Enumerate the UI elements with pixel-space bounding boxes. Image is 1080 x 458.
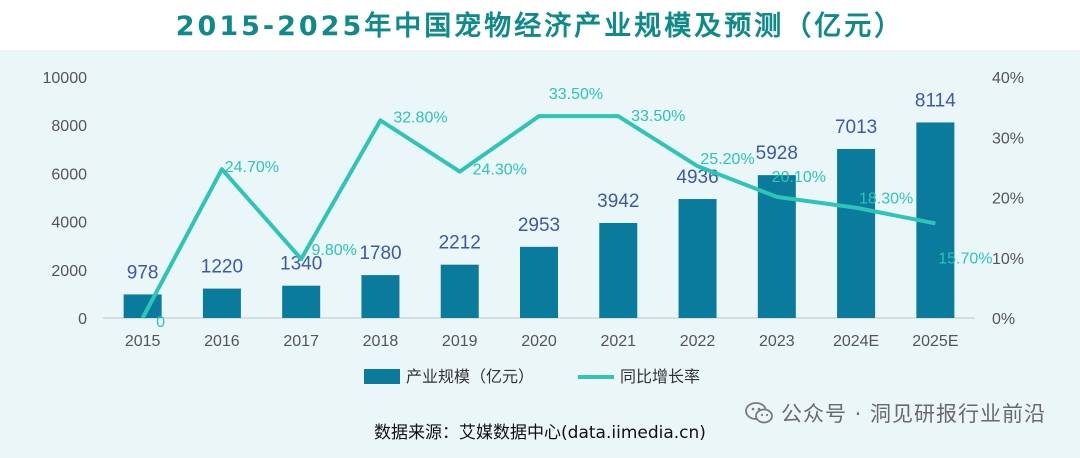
y-right-tick-label: 30% [992, 130, 1024, 147]
bar [440, 264, 479, 318]
bar [520, 246, 558, 318]
bar [837, 148, 876, 318]
x-tick-label: 2023 [759, 333, 795, 350]
y-right-tick-label: 40% [992, 70, 1024, 87]
bar-value-label: 7013 [835, 117, 877, 138]
x-tick-label: 2015 [125, 333, 161, 350]
y-right-tick-label: 0% [992, 311, 1015, 328]
growth-rate-line [140, 114, 936, 319]
bar [678, 199, 717, 318]
bar-value-label: 2212 [439, 233, 481, 254]
bar-value-label: 1340 [280, 254, 322, 275]
bar-value-label: 1220 [201, 257, 243, 278]
watermark-text: 公众号 · 洞见研报行业前沿 [780, 402, 1046, 426]
watermark: 公众号 · 洞见研报行业前沿 [745, 398, 1046, 428]
bar-value-label: 2953 [518, 215, 560, 236]
y-left-tick-label: 8000 [51, 118, 87, 135]
bar [599, 222, 638, 318]
y-left-tick-label: 4000 [51, 215, 87, 232]
legend-label-bar: 产业规模（亿元） [406, 368, 534, 386]
growth-rate-label: 15.70% [938, 250, 992, 267]
chart-panel: 0 2000 4000 6000 8000 10000 0% 10% 20% 30% 40% 978 2… [0, 50, 1080, 458]
x-tick-label: 2022 [680, 333, 716, 350]
growth-rate-label: 24.30% [473, 162, 527, 179]
growth-rate-label: 18.30% [859, 191, 913, 208]
x-tick-label: 2017 [283, 333, 319, 350]
bar-value-label: 978 [127, 262, 159, 283]
y-right-tick-label: 10% [992, 251, 1024, 268]
legend-label-line: 同比增长率 [620, 368, 700, 386]
x-tick-label: 2019 [442, 333, 478, 350]
x-tick-label: 2021 [600, 333, 636, 350]
growth-rate-label: 9.80% [311, 242, 356, 259]
growth-rate-label: 20.10% [772, 169, 826, 186]
x-tick-label: 2020 [521, 333, 557, 350]
growth-rate-label: 33.50% [549, 86, 603, 103]
x-tick-label: 2025E [912, 333, 958, 350]
bar-value-label: 5928 [756, 143, 798, 164]
chart-canvas: 0 2000 4000 6000 8000 10000 0% 10% 20% 30% 40% 978 2… [43, 70, 1025, 386]
y-left-tick-label: 10000 [43, 70, 88, 87]
growth-rate-label: 24.70% [225, 159, 279, 176]
y-left-tick-label: 0 [78, 311, 87, 328]
bar-value-label: 1780 [359, 243, 401, 264]
wechat-icon [745, 402, 773, 424]
bar [361, 275, 400, 318]
x-tick-label: 2016 [204, 333, 240, 350]
x-tick-label: 2024E [833, 333, 879, 350]
growth-rate-label: 25.20% [700, 151, 754, 168]
bar-value-label: 3942 [597, 191, 639, 212]
bar [202, 288, 241, 318]
bar-value-label: 8114 [915, 90, 956, 111]
growth-rate-label: 0 [156, 314, 165, 331]
y-right-tick-label: 20% [992, 191, 1024, 208]
legend-swatch-bar [364, 369, 400, 384]
y-left-tick-label: 6000 [51, 166, 87, 183]
growth-rate-label: 33.50% [631, 108, 685, 125]
x-tick-label: 2018 [363, 333, 399, 350]
y-left-tick-label: 2000 [51, 263, 87, 280]
data-source-note: 数据来源：艾媒数据中心(data.iimedia.cn) [374, 423, 706, 443]
growth-rate-label: 32.80% [393, 109, 447, 126]
bar [282, 285, 321, 318]
chart-title: 2015-2025年中国宠物经济产业规模及预测（亿元） [175, 11, 905, 42]
